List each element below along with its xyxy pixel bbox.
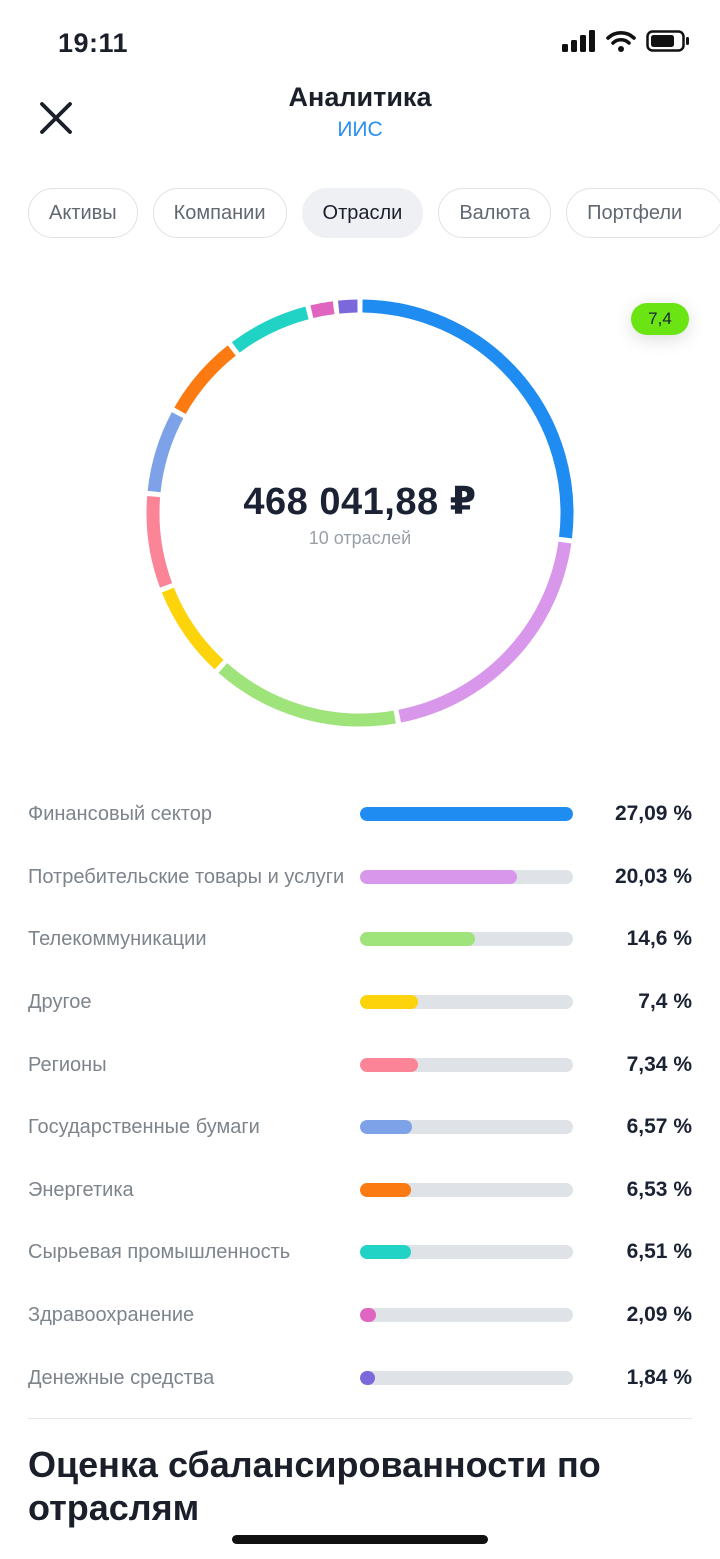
legend-value: 7,4 % xyxy=(638,990,692,1014)
legend-value: 6,53 % xyxy=(626,1177,692,1201)
status-time: 19:11 xyxy=(58,28,129,58)
tab-currency[interactable]: Валюта xyxy=(438,188,552,238)
legend-bar-fill xyxy=(360,1120,412,1135)
legend-row[interactable]: Денежные средства 1,84 % xyxy=(28,1346,692,1409)
cellular-signal-icon xyxy=(562,30,595,52)
legend-value: 27,09 % xyxy=(614,802,692,826)
tab-assets[interactable]: Активы xyxy=(28,188,138,238)
legend-row[interactable]: Другое 7,4 % xyxy=(28,971,692,1034)
legend-label: Регионы xyxy=(28,1053,107,1076)
legend-bar xyxy=(360,1057,573,1072)
legend-bar xyxy=(360,995,573,1010)
legend-bar-fill xyxy=(360,869,518,884)
donut-chart-svg xyxy=(146,299,574,727)
tab-bar: Активы Компании Отрасли Валюта Портфели xyxy=(28,188,720,238)
status-bar: 19:11 xyxy=(0,0,720,80)
sector-count: 10 отраслей xyxy=(308,528,412,548)
legend-row[interactable]: Потребительские товары и услуги 20,03 % xyxy=(28,846,692,909)
legend-bar-fill xyxy=(360,1182,412,1197)
section-title: Оценка сбалансированности по отраслям xyxy=(28,1444,601,1528)
donut-segment[interactable] xyxy=(218,663,396,727)
header: Аналитика ИИС xyxy=(0,80,720,170)
legend-label: Потребительские товары и услуги xyxy=(28,865,345,888)
legend-row[interactable]: Здравоохранение 2,09 % xyxy=(28,1284,692,1347)
wifi-icon xyxy=(606,31,636,52)
tab-companies[interactable]: Компании xyxy=(152,188,287,238)
legend-bar-fill xyxy=(360,1370,375,1385)
battery-icon xyxy=(646,30,689,52)
legend-bar xyxy=(360,932,573,947)
legend-label: Финансовый сектор xyxy=(28,803,212,826)
legend-value: 2,09 % xyxy=(626,1303,692,1327)
legend-bar xyxy=(360,1182,573,1197)
tab-portfolios[interactable]: Портфели xyxy=(566,188,720,238)
legend-bar xyxy=(360,807,573,822)
divider xyxy=(28,1418,692,1419)
donut-segment[interactable] xyxy=(231,306,309,353)
legend-bar xyxy=(360,1245,573,1260)
donut-chart: 468 041,88 ₽ 10 отраслей xyxy=(140,293,580,733)
donut-segment[interactable] xyxy=(174,345,236,415)
legend-bar-fill xyxy=(360,995,419,1010)
legend-value: 6,57 % xyxy=(626,1115,692,1139)
legend-label: Денежные средства xyxy=(28,1366,215,1389)
legend-label: Сырьевая промышленность xyxy=(28,1241,291,1264)
close-button[interactable] xyxy=(34,96,78,140)
legend-bar-fill xyxy=(360,1308,377,1323)
legend-label: Энергетика xyxy=(28,1178,134,1201)
legend-value: 1,84 % xyxy=(626,1365,692,1389)
legend-label: Здравоохранение xyxy=(28,1304,195,1327)
donut-segment[interactable] xyxy=(337,299,358,314)
legend-value: 6,51 % xyxy=(626,1240,692,1264)
legend-value: 7,34 % xyxy=(626,1052,692,1076)
legend-label: Телекоммуникации xyxy=(28,928,207,951)
legend-bar xyxy=(360,869,573,884)
home-indicator xyxy=(232,1535,488,1544)
tab-sectors[interactable]: Отрасли xyxy=(301,188,424,238)
legend-bar xyxy=(360,1370,573,1385)
legend-value: 14,6 % xyxy=(626,927,692,951)
page-subtitle: ИИС xyxy=(337,118,383,141)
legend-label: Государственные бумаги xyxy=(28,1116,260,1139)
legend-bar-fill xyxy=(360,807,573,822)
donut-segment[interactable] xyxy=(362,299,574,539)
page-title: Аналитика xyxy=(288,82,432,112)
legend-row[interactable]: Телекоммуникации 14,6 % xyxy=(28,908,692,971)
legend-bar-fill xyxy=(360,1245,412,1260)
legend-row[interactable]: Энергетика 6,53 % xyxy=(28,1159,692,1222)
donut-segment[interactable] xyxy=(310,301,335,319)
legend-row[interactable]: Финансовый сектор 27,09 % xyxy=(28,783,692,846)
close-icon xyxy=(40,102,72,134)
legend-bar-fill xyxy=(360,1057,418,1072)
legend-bar xyxy=(360,1120,573,1135)
donut-segment[interactable] xyxy=(161,587,224,670)
legend-bar-fill xyxy=(360,932,475,947)
sector-legend: Финансовый сектор 27,09 % Потребительски… xyxy=(28,783,692,1409)
legend-row[interactable]: Государственные бумаги 6,57 % xyxy=(28,1096,692,1159)
chart-tooltip: 7,4 xyxy=(631,303,689,335)
legend-row[interactable]: Сырьевая промышленность 6,51 % xyxy=(28,1221,692,1284)
donut-segment[interactable] xyxy=(398,541,572,723)
donut-segment[interactable] xyxy=(147,412,184,493)
legend-row[interactable]: Регионы 7,34 % xyxy=(28,1033,692,1096)
total-value: 468 041,88 ₽ xyxy=(243,481,477,523)
status-icons xyxy=(562,30,690,52)
legend-label: Другое xyxy=(28,991,92,1014)
legend-bar xyxy=(360,1308,573,1323)
donut-segment[interactable] xyxy=(146,496,173,588)
legend-value: 20,03 % xyxy=(614,864,692,888)
